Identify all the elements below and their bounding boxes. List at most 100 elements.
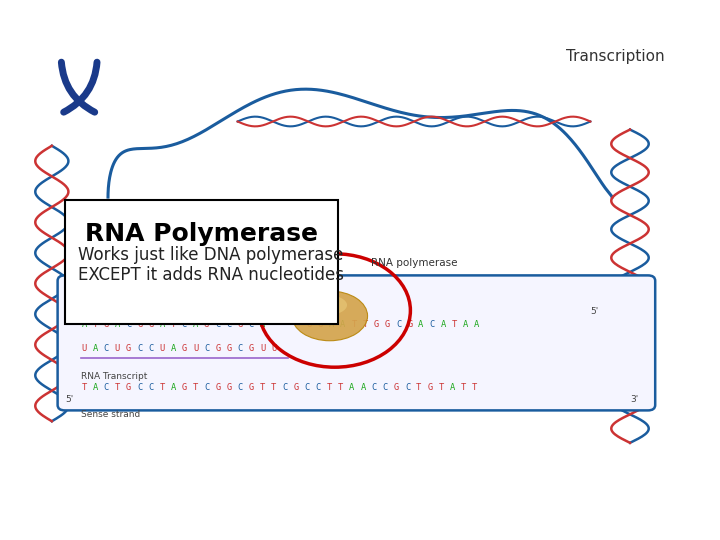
- Text: 5': 5': [65, 395, 73, 404]
- Text: T: T: [363, 320, 368, 329]
- Text: 5': 5': [590, 307, 598, 316]
- Text: G: G: [215, 383, 220, 392]
- Text: T: T: [438, 383, 444, 392]
- Text: C: C: [138, 383, 143, 392]
- Text: C: C: [204, 344, 210, 353]
- Text: G: G: [307, 320, 312, 329]
- Text: C: C: [204, 383, 210, 392]
- Ellipse shape: [292, 291, 368, 341]
- Text: U: U: [115, 344, 120, 353]
- Text: T: T: [416, 383, 421, 392]
- Text: C: C: [305, 383, 310, 392]
- Text: T: T: [81, 383, 86, 392]
- Text: C: C: [249, 320, 254, 329]
- Text: A: A: [418, 320, 423, 329]
- Text: G: G: [182, 344, 187, 353]
- Text: C: C: [316, 383, 321, 392]
- Text: U: U: [260, 344, 265, 353]
- Text: G: G: [249, 383, 254, 392]
- Text: T: T: [193, 383, 198, 392]
- Text: A: A: [160, 320, 165, 329]
- Text: T: T: [472, 383, 477, 392]
- Text: G: G: [138, 320, 143, 329]
- Text: C: C: [104, 344, 109, 353]
- Text: U: U: [193, 344, 198, 353]
- Text: RNA Polymerase: RNA Polymerase: [85, 222, 318, 246]
- Text: G: G: [204, 320, 210, 329]
- Text: T: T: [461, 383, 466, 392]
- Text: A: A: [171, 383, 176, 392]
- Text: Works just like DNA polymerase
EXCEPT it adds RNA nucleotides: Works just like DNA polymerase EXCEPT it…: [78, 246, 343, 285]
- Text: A: A: [441, 320, 446, 329]
- FancyBboxPatch shape: [65, 200, 338, 324]
- Text: G: G: [227, 383, 232, 392]
- Text: T: T: [92, 320, 98, 329]
- Text: A: A: [260, 320, 265, 329]
- Text: C: C: [383, 383, 388, 392]
- Text: C: C: [215, 320, 220, 329]
- Text: T: T: [327, 383, 332, 392]
- Text: G: G: [182, 383, 187, 392]
- Text: C: C: [126, 320, 131, 329]
- Text: A: A: [193, 320, 198, 329]
- Text: G: G: [227, 344, 232, 353]
- Text: U: U: [160, 344, 165, 353]
- Text: G: G: [104, 320, 109, 329]
- Text: T: T: [160, 383, 165, 392]
- Ellipse shape: [304, 295, 347, 315]
- Text: A: A: [361, 383, 366, 392]
- Text: A: A: [449, 383, 455, 392]
- Text: C: C: [405, 383, 410, 392]
- Text: G: G: [126, 383, 131, 392]
- Text: T: T: [260, 383, 265, 392]
- Text: G: G: [215, 344, 220, 353]
- Text: C: C: [138, 344, 143, 353]
- Text: A: A: [115, 320, 120, 329]
- Text: G: G: [374, 320, 379, 329]
- Text: G: G: [384, 320, 390, 329]
- Text: T: T: [115, 383, 120, 392]
- Text: T: T: [338, 383, 343, 392]
- Text: A: A: [474, 320, 480, 329]
- Text: RNA polymerase: RNA polymerase: [371, 258, 457, 268]
- Text: A: A: [463, 320, 468, 329]
- Text: C: C: [182, 320, 187, 329]
- Text: U: U: [81, 344, 86, 353]
- Text: C: C: [372, 383, 377, 392]
- Text: C: C: [148, 383, 153, 392]
- Text: T: T: [351, 320, 356, 329]
- Text: RNA Transcript: RNA Transcript: [81, 372, 148, 381]
- Text: C: C: [238, 383, 243, 392]
- Text: G: G: [148, 320, 153, 329]
- FancyBboxPatch shape: [58, 275, 655, 410]
- Text: G: G: [428, 383, 433, 392]
- Text: T: T: [271, 383, 276, 392]
- Text: C: C: [282, 383, 287, 392]
- Text: C: C: [396, 320, 401, 329]
- Text: C: C: [429, 320, 435, 329]
- Text: 3'  Antisense strand: 3' Antisense strand: [83, 307, 173, 316]
- Text: A: A: [92, 344, 98, 353]
- Text: G: G: [126, 344, 131, 353]
- Text: T: T: [451, 320, 457, 329]
- Text: G: G: [394, 383, 399, 392]
- Text: G: G: [238, 320, 243, 329]
- Text: G: G: [407, 320, 413, 329]
- Text: C: C: [148, 344, 153, 353]
- Text: C: C: [227, 320, 232, 329]
- Text: A: A: [92, 383, 98, 392]
- Text: G: G: [318, 320, 323, 329]
- Text: C: C: [104, 383, 109, 392]
- Text: G: G: [249, 344, 254, 353]
- Text: 3': 3': [630, 395, 638, 404]
- Text: G: G: [294, 383, 299, 392]
- Text: U: U: [271, 344, 276, 353]
- Text: A: A: [349, 383, 354, 392]
- Text: T: T: [171, 320, 176, 329]
- Text: Transcription: Transcription: [567, 49, 665, 64]
- Text: A: A: [171, 344, 176, 353]
- Text: A: A: [341, 320, 346, 329]
- Text: Sense strand: Sense strand: [81, 410, 140, 419]
- Text: A: A: [81, 320, 86, 329]
- Text: C: C: [238, 344, 243, 353]
